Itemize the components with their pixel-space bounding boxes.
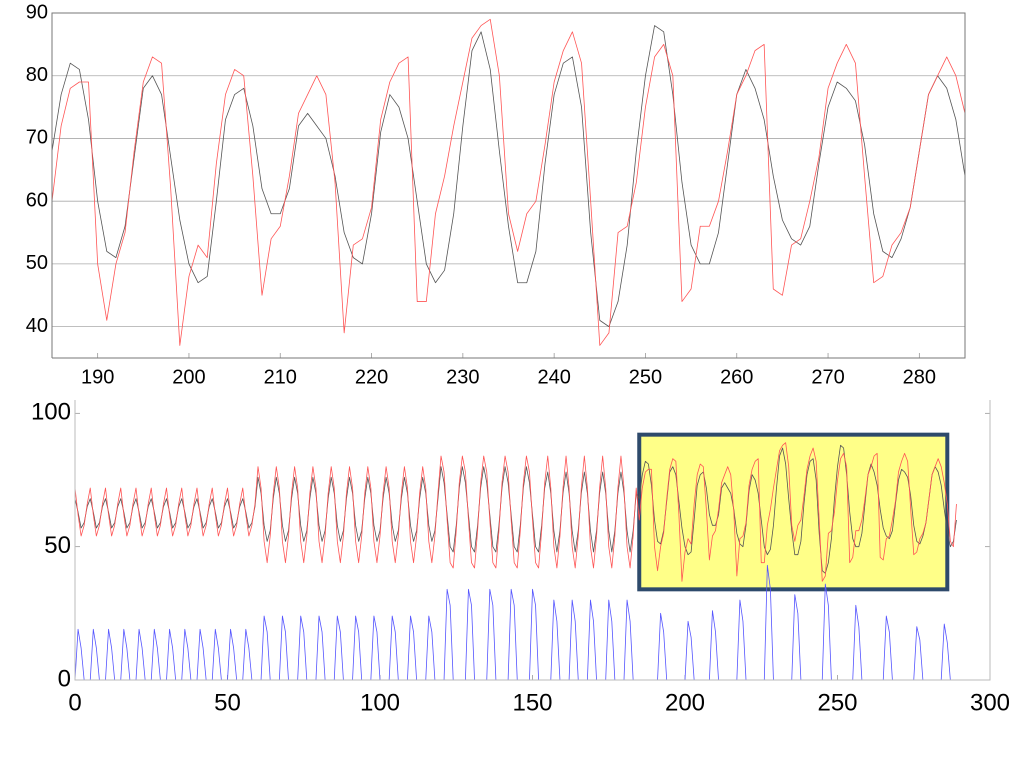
y-tick-label: 100	[31, 399, 71, 426]
axes-frame	[74, 400, 991, 681]
line-series	[51, 18, 966, 346]
line-series	[51, 25, 966, 328]
y-tick-label: 90	[26, 1, 48, 23]
y-tick-label: 40	[26, 315, 48, 337]
x-tick-label: 230	[446, 366, 479, 388]
y-tick-label: 80	[26, 64, 48, 86]
x-tick-label: 250	[629, 366, 662, 388]
x-tick-label: 0	[68, 689, 81, 716]
y-tick-label: 70	[26, 127, 48, 149]
x-tick-label: 210	[264, 366, 297, 388]
x-tick-label: 50	[214, 689, 241, 716]
highlight-box	[637, 432, 950, 592]
x-tick-label: 200	[172, 366, 205, 388]
x-tick-label: 240	[537, 366, 570, 388]
x-tick-label: 300	[970, 689, 1010, 716]
y-tick-label: 50	[44, 532, 71, 559]
axes-frame	[51, 12, 966, 359]
x-tick-label: 250	[817, 689, 857, 716]
x-tick-label: 100	[360, 689, 400, 716]
line-series	[74, 442, 957, 582]
x-tick-label: 220	[355, 366, 388, 388]
x-tick-label: 260	[720, 366, 753, 388]
y-tick-label: 0	[58, 665, 71, 692]
x-tick-label: 200	[665, 689, 705, 716]
x-tick-label: 190	[81, 366, 114, 388]
x-tick-label: 270	[811, 366, 844, 388]
y-tick-label: 50	[26, 252, 48, 274]
y-tick-label: 60	[26, 189, 48, 211]
x-tick-label: 150	[512, 689, 552, 716]
x-tick-label: 280	[903, 366, 936, 388]
